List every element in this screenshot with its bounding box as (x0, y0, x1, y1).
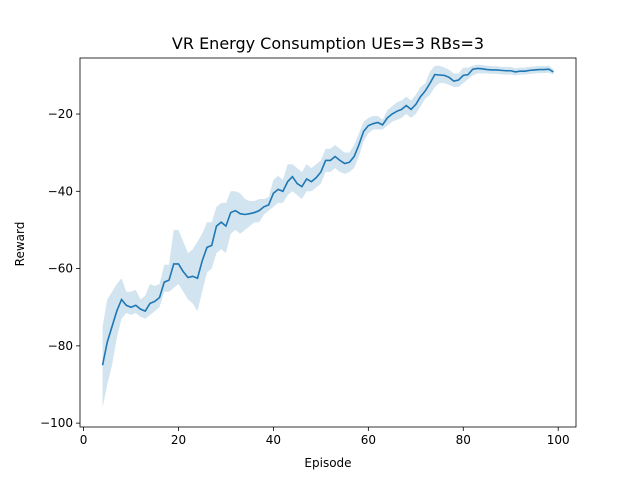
y-tick-label: −20 (48, 107, 73, 121)
chart-title: VR Energy Consumption UEs=3 RBs=3 (172, 34, 484, 53)
plot-area (101, 64, 554, 408)
x-tick-label: 0 (80, 433, 88, 447)
y-tick-label: −60 (48, 262, 73, 276)
axis-ticks: 0 20 40 60 80 100 −100 −80 −60 −40 −20 (40, 107, 570, 447)
reward-line (101, 67, 554, 366)
x-tick-label: 20 (171, 433, 186, 447)
x-tick-label: 100 (547, 433, 570, 447)
y-tick-label: −80 (48, 339, 73, 353)
y-axis-label: Reward (13, 222, 27, 267)
y-tick-label: −100 (40, 416, 73, 430)
x-axis-label: Episode (304, 456, 351, 470)
confidence-band (102, 64, 554, 408)
y-tick-label: −40 (48, 184, 73, 198)
x-tick-label: 80 (456, 433, 471, 447)
x-tick-label: 40 (266, 433, 281, 447)
axes-frame (79, 57, 577, 428)
x-tick-label: 60 (361, 433, 376, 447)
